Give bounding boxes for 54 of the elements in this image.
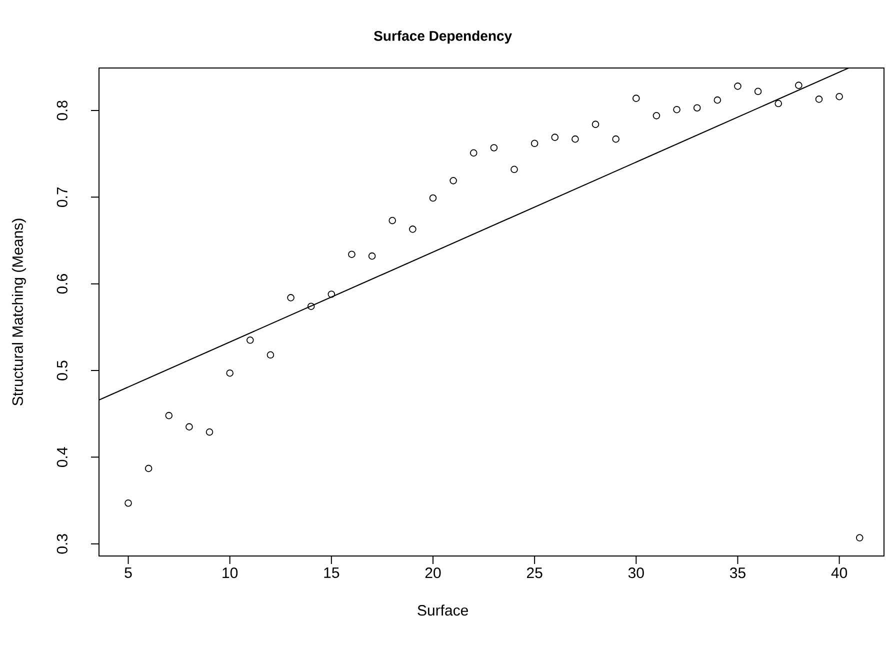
point <box>266 351 274 359</box>
chart-title: Surface Dependency <box>374 30 512 44</box>
point <box>165 412 173 420</box>
point <box>836 92 843 100</box>
y-tick-label: 0.6 <box>56 274 68 294</box>
point <box>246 336 254 344</box>
point <box>490 144 498 152</box>
x-tick-label: 40 <box>831 568 848 578</box>
point <box>307 302 315 310</box>
point <box>652 112 660 120</box>
x-tick-label: 5 <box>124 568 132 578</box>
point <box>592 120 600 128</box>
point <box>856 534 864 542</box>
point <box>470 149 478 157</box>
y-tick-label: 0.5 <box>56 360 68 380</box>
x-axis-title: Surface <box>418 604 468 616</box>
x-tick-label: 20 <box>425 568 441 578</box>
point <box>734 82 742 90</box>
point <box>429 194 437 202</box>
point <box>714 96 722 104</box>
point <box>226 369 234 377</box>
point <box>693 104 701 112</box>
point <box>632 94 640 102</box>
x-tick-label: 10 <box>222 568 238 578</box>
point <box>348 250 356 258</box>
x-tick-label: 15 <box>324 568 340 578</box>
y-axis-title: Structural Matching (Means) <box>12 218 26 406</box>
x-tick-label: 25 <box>526 568 542 578</box>
point <box>124 499 132 507</box>
point <box>673 106 680 114</box>
point <box>186 423 193 430</box>
point <box>409 226 416 233</box>
y-tick-label: 0.7 <box>56 187 68 207</box>
point <box>774 100 782 108</box>
point <box>612 135 620 143</box>
x-tick-label: 35 <box>730 568 746 578</box>
point <box>754 88 762 96</box>
point <box>572 135 579 143</box>
point <box>530 140 538 148</box>
point <box>815 96 823 103</box>
y-tick-label: 0.3 <box>56 534 68 554</box>
point <box>388 216 396 224</box>
point <box>795 82 802 89</box>
point <box>450 177 457 184</box>
point <box>206 428 214 436</box>
point <box>368 252 376 260</box>
point <box>144 464 152 472</box>
x-tick-label: 30 <box>628 568 644 578</box>
point <box>551 134 559 141</box>
point <box>328 290 336 298</box>
point <box>510 166 518 174</box>
y-tick-label: 0.8 <box>56 100 68 120</box>
point <box>287 294 294 302</box>
y-tick-label: 0.4 <box>56 447 68 468</box>
